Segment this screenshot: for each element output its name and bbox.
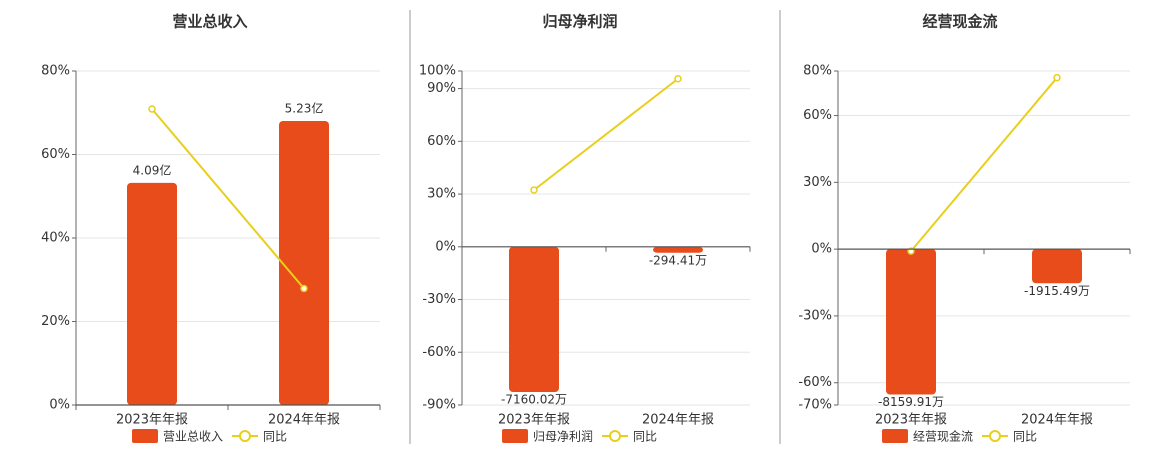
legend-swatch xyxy=(132,429,158,443)
legend-marker xyxy=(239,430,251,442)
y-tick-label: 40% xyxy=(41,231,70,246)
y-tick-label: 0% xyxy=(435,239,456,254)
y-tick-label: -90% xyxy=(422,398,456,413)
line-point xyxy=(300,284,308,293)
y-tick-label: 60% xyxy=(803,108,832,123)
legend-swatch xyxy=(882,429,908,443)
legend-label: 同比 xyxy=(1013,430,1037,444)
data-label: 4.09亿 xyxy=(133,162,172,177)
bar xyxy=(1032,249,1082,284)
legend-label: 同比 xyxy=(263,430,287,444)
line-point xyxy=(530,186,538,194)
bar xyxy=(653,246,703,253)
line-point xyxy=(674,74,682,83)
y-tick-label: 100% xyxy=(419,64,456,79)
y-tick-label: -70% xyxy=(798,398,832,413)
legend-marker xyxy=(989,430,1001,442)
line-point xyxy=(1053,73,1061,82)
line-point xyxy=(148,105,156,113)
y-tick-label: 30% xyxy=(427,187,456,202)
legend-label: 同比 xyxy=(633,430,657,444)
y-tick-label: -60% xyxy=(798,375,832,390)
y-tick-label: 90% xyxy=(427,81,456,96)
line xyxy=(910,77,1058,252)
y-tick-label: 20% xyxy=(41,314,70,329)
bar xyxy=(127,182,177,405)
x-tick-label: 2023年年报 xyxy=(498,413,570,428)
y-tick-label: -60% xyxy=(422,345,456,360)
legend-marker xyxy=(609,430,621,442)
x-tick-label: 2024年年报 xyxy=(1021,413,1093,428)
y-tick-label: 30% xyxy=(803,175,832,190)
line xyxy=(533,77,679,191)
chart-title: 营业总收入 xyxy=(172,13,247,31)
chart-title: 经营现金流 xyxy=(922,13,997,31)
x-tick-label: 2023年年报 xyxy=(116,413,188,428)
line xyxy=(151,108,305,290)
y-tick-label: 60% xyxy=(41,147,70,162)
x-tick-label: 2023年年报 xyxy=(875,413,947,428)
y-tick-label: 80% xyxy=(41,64,70,79)
y-tick-label: 0% xyxy=(811,242,832,257)
y-tick-label: 60% xyxy=(427,134,456,149)
y-tick-label: -30% xyxy=(422,292,456,307)
y-tick-label: 0% xyxy=(49,398,70,413)
bar xyxy=(279,120,329,405)
legend-label: 营业总收入 xyxy=(163,430,223,444)
chart-title: 归母净利润 xyxy=(542,13,617,31)
data-label: -294.41万 xyxy=(649,253,707,267)
x-tick-label: 2024年年报 xyxy=(268,413,340,428)
legend-label: 经营现金流 xyxy=(913,429,973,444)
data-label: 5.23亿 xyxy=(285,100,324,115)
y-tick-label: -30% xyxy=(798,308,832,323)
data-label: -1915.49万 xyxy=(1024,284,1090,298)
bar xyxy=(886,249,936,395)
legend-label: 归母净利润 xyxy=(533,430,593,444)
y-tick-label: 80% xyxy=(803,64,832,79)
data-label: -7160.02万 xyxy=(501,393,567,407)
bar xyxy=(509,246,559,393)
data-label: -8159.91万 xyxy=(878,395,944,409)
x-tick-label: 2024年年报 xyxy=(642,413,714,428)
legend-swatch xyxy=(502,429,528,443)
